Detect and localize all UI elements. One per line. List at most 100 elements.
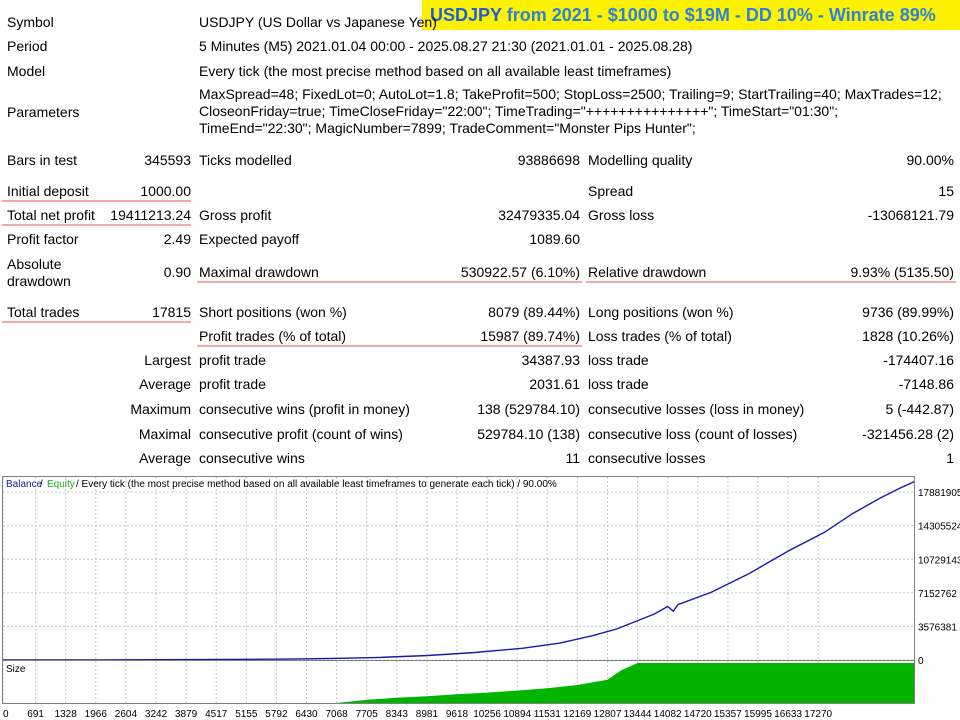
x-tick-label: 9618: [446, 709, 469, 720]
period-label: Period: [7, 38, 48, 54]
largest-loss-label: loss trade: [588, 352, 649, 368]
x-tick-label: 15357: [714, 709, 742, 720]
initial-deposit-value: 1000.00: [140, 183, 191, 199]
banner-pair: USDJPY: [430, 5, 502, 25]
x-tick-label: 10894: [503, 709, 531, 720]
spread-value: 15: [938, 183, 954, 199]
x-tick-label: 2604: [115, 709, 138, 720]
maximal-consecutive-profit-label: consecutive profit (count of wins): [199, 426, 403, 442]
x-tick-label: 1966: [85, 709, 108, 720]
spread-label: Spread: [588, 183, 634, 199]
max-consecutive-wins-value: 138 (529784.10): [477, 401, 580, 417]
y-tick-label: 3576381: [918, 622, 957, 633]
parameters-line-2: CloseonFriday=true; TimeCloseFriday="22:…: [199, 103, 839, 119]
x-tick-label: 3242: [145, 709, 168, 720]
expected-payoff-value: 1089.60: [529, 231, 580, 247]
average-consecutive-label: Average: [139, 450, 191, 466]
average-consecutive-losses-label: consecutive losses: [588, 450, 706, 466]
x-tick-label: 15995: [744, 709, 772, 720]
y-tick-label: 0: [918, 656, 924, 667]
expected-payoff-label: Expected payoff: [199, 231, 300, 247]
relative-drawdown-row: Relative drawdown 9.93% (5135.50): [586, 264, 956, 283]
relative-drawdown-label: Relative drawdown: [588, 264, 707, 280]
maximum-label: Maximum: [130, 401, 191, 417]
modelling-quality-value: 90.00%: [906, 152, 954, 168]
y-tick-label: 17881905: [918, 488, 960, 499]
profit-factor-value: 2.49: [163, 231, 191, 247]
x-tick-label: 4517: [205, 709, 228, 720]
average-consecutive-losses-value: 1: [946, 450, 954, 466]
legend-balance: Balance: [6, 479, 43, 490]
relative-drawdown-value: 9.93% (5135.50): [850, 264, 954, 280]
average-consecutive-wins-value: 11: [565, 450, 580, 466]
x-tick-label: 10256: [473, 709, 501, 720]
maximal-consecutive-loss-label: consecutive loss (count of losses): [588, 426, 798, 442]
absolute-drawdown-value: 0.90: [163, 264, 191, 280]
total-trades-label: Total trades: [7, 304, 80, 320]
x-tick-label: 7068: [325, 709, 348, 720]
x-axis-ticks: 0 691 1328 1966 2604 3242 3879 4517 5155 5792 6430…: [3, 709, 833, 720]
absolute-drawdown-label-1: Absolute: [7, 256, 62, 272]
ticks-value: 93886698: [517, 152, 580, 168]
x-tick-label: 3879: [175, 709, 198, 720]
symbol-label: Symbol: [7, 14, 54, 30]
x-tick-label: 5155: [235, 709, 258, 720]
net-profit-row: Total net profit 19411213.24: [2, 207, 191, 226]
modelling-quality-label: Modelling quality: [588, 152, 693, 168]
chart-frame: [2, 476, 915, 704]
y-tick-label: 7152762: [918, 589, 957, 600]
absolute-drawdown-label-2: drawdown: [7, 273, 71, 289]
x-tick-label: 12807: [594, 709, 622, 720]
average-loss-label: loss trade: [588, 376, 649, 392]
y-axis-ticks: 0 3576381 7152762 10729143 14305524 17881905: [918, 488, 960, 667]
symbol-value: USDJPY (US Dollar vs Japanese Yen): [199, 14, 437, 30]
profit-trades-row: Profit trades (% of total) 15987 (89.74%…: [197, 328, 582, 347]
loss-trades-label: Loss trades (% of total): [588, 328, 732, 344]
largest-profit-label: profit trade: [199, 352, 266, 368]
short-positions-label: Short positions (won %): [199, 304, 347, 320]
parameters-line-1: MaxSpread=48; FixedLot=0; AutoLot=1.8; T…: [199, 86, 942, 102]
max-consecutive-losses-value: 5 (-442.87): [885, 401, 954, 417]
short-positions-value: 8079 (89.44%): [488, 304, 580, 320]
size-label: Size: [6, 664, 26, 675]
average-profit-label: profit trade: [199, 376, 266, 392]
period-value: 5 Minutes (M5) 2021.01.04 00:00 - 2025.0…: [199, 38, 693, 54]
parameters-label: Parameters: [7, 104, 80, 120]
x-tick-label: 0: [3, 709, 9, 720]
x-tick-label: 6430: [295, 709, 318, 720]
x-tick-label: 14720: [684, 709, 712, 720]
largest-label: Largest: [144, 352, 191, 368]
average-label: Average: [139, 376, 191, 392]
bars-label: Bars in test: [7, 152, 78, 168]
largest-profit-value: 34387.93: [521, 352, 580, 368]
x-tick-label: 13444: [624, 709, 652, 720]
ticks-label: Ticks modelled: [199, 152, 292, 168]
long-positions-value: 9736 (89.99%): [862, 304, 954, 320]
gross-loss-label: Gross loss: [588, 207, 655, 223]
profit-trades-value: 15987 (89.74%): [480, 328, 580, 344]
x-tick-label: 16633: [774, 709, 802, 720]
largest-loss-value: -174407.16: [883, 352, 954, 368]
initial-deposit-row: Initial deposit 1000.00: [2, 183, 191, 202]
average-loss-value: -7148.86: [898, 376, 954, 392]
net-profit-value: 19411213.24: [110, 207, 191, 223]
loss-trades-value: 1828 (10.26%): [862, 328, 954, 344]
profit-factor-label: Profit factor: [7, 231, 79, 247]
banner-text: from 2021 - $1000 to $19M - DD 10% - Win…: [506, 5, 936, 25]
x-tick-label: 17270: [804, 709, 832, 720]
model-label: Model: [7, 63, 46, 79]
maximal-drawdown-row: Maximal drawdown 530922.57 (6.10%): [197, 264, 582, 283]
x-tick-label: 8343: [386, 709, 409, 720]
max-consecutive-wins-label: consecutive wins (profit in money): [199, 401, 410, 417]
x-tick-label: 11531: [534, 709, 562, 720]
long-positions-label: Long positions (won %): [588, 304, 734, 320]
model-value: Every tick (the most precise method base…: [199, 63, 672, 79]
initial-deposit-label: Initial deposit: [7, 183, 89, 199]
total-trades-value: 17815: [152, 304, 191, 320]
y-tick-label: 10729143: [918, 555, 960, 566]
legend-separator: /: [40, 479, 43, 490]
maximal-consecutive-loss-value: -321456.28 (2): [862, 426, 954, 442]
total-trades-row: Total trades 17815: [2, 304, 191, 323]
gross-profit-label: Gross profit: [199, 207, 272, 223]
size-area: [3, 663, 914, 703]
